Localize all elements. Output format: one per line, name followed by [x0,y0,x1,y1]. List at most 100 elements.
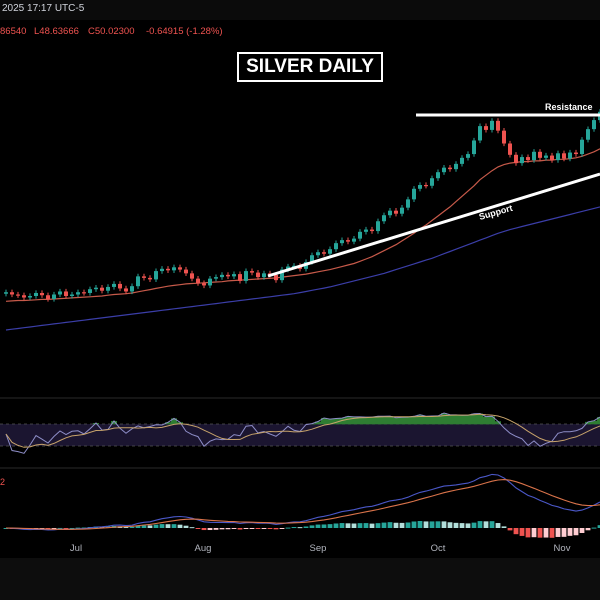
candle [508,140,512,158]
candle-body [52,294,56,300]
candle-body [34,292,38,296]
macd-histogram-bar [561,528,567,537]
candle [592,117,596,132]
candle [328,246,332,257]
rsi-moving-average [5,413,600,448]
candle-body [100,287,104,291]
candle-body [328,249,332,254]
candle-body [118,283,122,289]
candle [202,280,206,289]
candle [190,270,194,282]
macd-histogram-bar [399,522,405,528]
macd-histogram-bar [291,527,297,529]
candle [382,212,386,224]
macd-histogram-bar [141,525,147,528]
candle-body [370,229,374,232]
macd-histogram-bar [381,522,387,528]
macd-histogram-bar [519,528,525,536]
macd-histogram-bar [195,528,201,529]
candle [148,275,152,283]
macd-histogram-bar [405,522,411,528]
candle-body [292,265,296,267]
candle [100,285,104,294]
candle-body [136,276,140,287]
candle-body [574,152,578,155]
candle-body [436,172,440,179]
candle [412,186,416,203]
ohlc-low-value: L48.63666 [34,26,79,37]
bottom-strip [0,558,600,600]
macd-histogram-bar [183,525,189,528]
candle-body [130,286,134,292]
candle-body [550,155,554,161]
candle [430,175,434,189]
candle [442,165,446,175]
candle [364,226,368,235]
candle-body [166,268,170,271]
macd-histogram-bar [585,528,591,531]
macd-histogram-bar [483,521,489,528]
x-tick-label: Jul [70,543,82,554]
candle-body [526,157,530,161]
candle-body [184,269,188,274]
candle [16,291,20,298]
macd-histogram-bar [525,528,531,538]
macd-histogram-bar [321,524,327,528]
candle [280,266,284,283]
candle [418,182,422,192]
candle-body [142,276,146,278]
top-bar: 2025 17:17 UTC-5 [0,0,600,20]
macd-histogram-bar [69,527,75,529]
macd-histogram-bar [129,526,135,528]
candle [538,149,542,161]
candle-body [274,274,278,281]
x-tick-label: Sep [310,543,327,554]
ohlc-change-value: -0.64915 (-1.28%) [146,26,223,37]
candle [580,137,584,157]
candle [70,291,74,299]
candle-body [46,295,50,300]
moving-average-slow [5,206,600,331]
candle [196,275,200,286]
candle-body [562,153,566,159]
macd-histogram-bar [411,521,417,528]
candle [358,229,362,242]
macd-histogram-bar [135,525,141,528]
macd-histogram-bar [237,528,243,530]
candle [478,123,482,144]
macd-histogram-bar [297,527,303,529]
candle [586,126,590,143]
candle [232,271,236,280]
candle-body [160,268,164,272]
macd-histogram-bar [435,521,441,528]
candle [220,272,224,280]
x-tick-label: Aug [195,543,212,554]
macd-histogram-bar [471,522,477,528]
macd-histogram-bar [363,523,369,528]
candle-body [280,269,284,281]
candle [556,150,560,163]
candle-body [400,207,404,214]
candle-body [424,185,428,187]
candle-body [502,130,506,144]
candle [334,240,338,252]
candle [472,137,476,157]
macd-line [5,473,600,531]
candle [262,270,266,280]
candle-body [334,243,338,250]
x-tick-label: Oct [431,543,446,554]
candle [34,290,38,299]
candle-body [376,221,380,232]
x-axis-labels: Jul Aug Sep Oct Nov [70,543,571,554]
macd-histogram-bar [459,523,465,528]
macd-histogram-bar [555,528,561,537]
candle-body [448,167,452,170]
macd-histogram-bar [393,522,399,528]
candle-body [514,154,518,164]
candle [244,268,248,284]
candle [436,169,440,181]
candle-body [208,278,212,286]
candle [448,165,452,172]
macd-histogram-bar [81,527,87,529]
